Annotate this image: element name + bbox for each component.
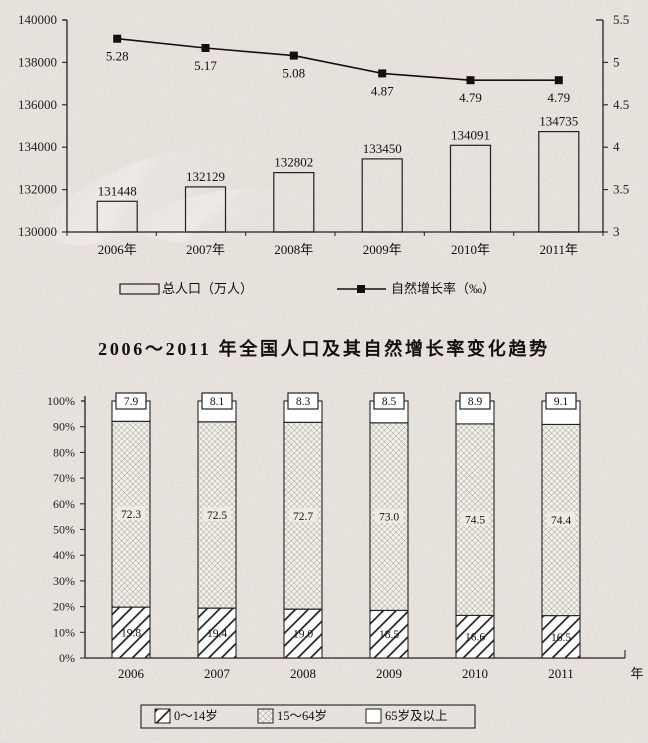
svg-text:2009: 2009 [376,666,402,681]
svg-text:60%: 60% [53,497,75,511]
svg-text:2006: 2006 [118,666,145,681]
svg-text:19.4: 19.4 [207,628,227,640]
svg-text:65岁及以上: 65岁及以上 [385,708,448,723]
svg-text:16.6: 16.6 [465,632,485,644]
svg-text:74.5: 74.5 [465,515,485,527]
svg-text:0～14岁: 0～14岁 [174,708,218,723]
svg-text:15～64岁: 15～64岁 [277,708,327,723]
svg-text:19.0: 19.0 [293,629,313,641]
svg-text:20%: 20% [53,600,75,614]
svg-text:72.5: 72.5 [207,510,227,522]
svg-text:8.5: 8.5 [382,396,397,408]
svg-text:2011: 2011 [548,666,574,681]
svg-text:30%: 30% [53,574,75,588]
svg-text:10%: 10% [53,625,75,639]
svg-text:2007: 2007 [204,666,231,681]
svg-text:18.5: 18.5 [379,629,399,641]
svg-text:50%: 50% [53,523,75,537]
svg-text:72.7: 72.7 [293,511,313,523]
svg-text:19.8: 19.8 [121,628,141,640]
svg-text:8.3: 8.3 [296,396,311,408]
svg-text:9.1: 9.1 [554,396,569,408]
svg-text:2008: 2008 [290,666,316,681]
svg-text:72.3: 72.3 [121,509,141,521]
svg-text:70%: 70% [53,471,75,485]
svg-text:2010: 2010 [462,666,488,681]
svg-text:90%: 90% [53,420,75,434]
svg-text:74.4: 74.4 [551,515,571,527]
svg-text:73.0: 73.0 [379,512,399,524]
svg-text:100%: 100% [47,394,75,408]
svg-text:8.1: 8.1 [210,396,225,408]
svg-text:8.9: 8.9 [468,396,483,408]
svg-text:40%: 40% [53,548,75,562]
svg-text:0%: 0% [59,651,75,665]
svg-text:80%: 80% [53,445,75,459]
svg-text:16.5: 16.5 [551,632,571,644]
svg-text:年: 年 [630,666,643,681]
svg-text:7.9: 7.9 [124,396,139,408]
